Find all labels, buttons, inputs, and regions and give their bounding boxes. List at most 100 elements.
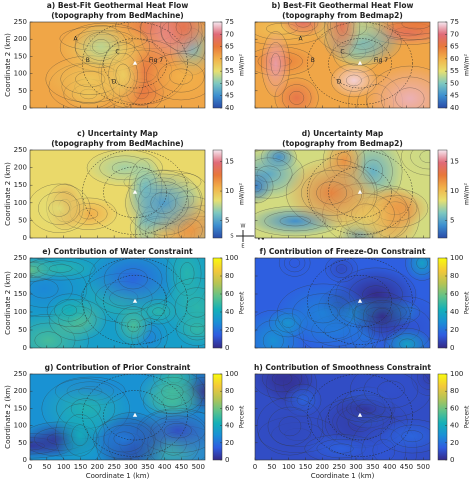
contour-line (416, 258, 428, 270)
y-tick-label: 0 (23, 456, 27, 464)
y-axis-label: Coordinate 2 (km) (4, 162, 12, 226)
contour-line (61, 304, 77, 316)
colorbar-tick-label: 45 (225, 92, 234, 100)
plot-frame (254, 257, 431, 349)
panel: c) Uncertainty Map(topography from BedMa… (4, 129, 246, 242)
panel: f) Contribution of Freeze-On Constraint 0… (254, 247, 471, 352)
panel: h) Contribution of Smoothness Constraint… (253, 363, 471, 479)
plot-frame (29, 257, 206, 349)
colorbar (437, 21, 448, 109)
contour-field (255, 374, 430, 460)
colorbar-tick-label: 40 (225, 308, 234, 316)
colorbar-tick-label: 15 (225, 158, 234, 166)
colorbar-tick-label: 100 (450, 254, 463, 262)
colorbar-tick-label: 5 (450, 216, 454, 224)
panel-title: f) Contribution of Freeze-On Constraint (260, 247, 426, 256)
x-tick-label: 450 (400, 463, 413, 471)
reference-circle (82, 258, 188, 345)
contour-line (330, 260, 353, 278)
x-tick-label: 350 (366, 463, 379, 471)
colorbar-tick-label: 55 (225, 67, 234, 75)
y-tick-label: 100 (14, 199, 27, 207)
colorbar-tick-label: 100 (225, 370, 238, 378)
contour-line (92, 418, 156, 460)
colorbar-tick-label: 75 (225, 18, 234, 26)
y-tick-label: 0 (23, 104, 27, 112)
field-blob (161, 275, 205, 339)
x-tick-label: 100 (282, 463, 295, 471)
contour-line (286, 158, 378, 228)
compass-label: W (241, 224, 246, 230)
contour-field (30, 150, 205, 238)
contour-line (30, 183, 91, 233)
x-tick-label: 150 (74, 463, 87, 471)
panel-title: a) Best-Fit Geothermal Heat Flow (47, 1, 189, 10)
colorbar-tick-label: 20 (450, 326, 459, 334)
colorbar-tick-label: 60 (225, 55, 234, 63)
contour-line (169, 68, 193, 85)
y-tick-label: 0 (23, 234, 27, 242)
colorbar-tick-label: 10 (450, 187, 459, 195)
colorbar-tick-label: 60 (225, 404, 234, 412)
contour-line (325, 258, 358, 283)
annotation: A (298, 36, 303, 43)
reference-circle (82, 22, 188, 105)
colorbar (437, 373, 448, 461)
x-tick-label: 450 (175, 463, 188, 471)
contour-line (157, 60, 205, 93)
colorbar-tick-label: 50 (225, 79, 234, 87)
contour-line (48, 199, 70, 217)
contour-line (363, 300, 402, 333)
contour-line (46, 293, 92, 327)
contour-line (267, 406, 313, 446)
contour-line (390, 424, 430, 448)
colorbar-tick-label: 60 (450, 404, 459, 412)
colorbar-label: Percent (239, 291, 246, 314)
reference-circle (82, 150, 188, 235)
x-tick-label: 250 (332, 463, 345, 471)
contour-line (34, 331, 62, 348)
site-marker (132, 298, 138, 303)
colorbar-tick-label: 40 (450, 104, 459, 112)
colorbar (212, 373, 223, 461)
reference-circle (328, 166, 392, 218)
contour-line (262, 374, 303, 393)
x-tick-label: 350 (141, 463, 154, 471)
contour-line (338, 69, 370, 92)
contour-line (399, 338, 416, 348)
contour-line (324, 22, 361, 58)
contour-line (278, 416, 302, 437)
contour-line (255, 180, 262, 193)
field-blob (139, 298, 177, 325)
colorbar-tick-label: 20 (225, 326, 234, 334)
contour-line (92, 39, 110, 54)
panel: d) Uncertainty Map(topography from Bedma… (254, 129, 471, 239)
y-tick-label: 250 (14, 18, 27, 26)
field-blob (378, 418, 430, 455)
contour-line (346, 74, 362, 87)
contour-line (405, 258, 430, 281)
field-blob (30, 258, 98, 281)
annotation: B (311, 57, 315, 64)
contour-line (103, 258, 163, 300)
colorbar-tick-label: 80 (450, 272, 459, 280)
x-tick-label: 500 (417, 463, 430, 471)
reference-circle (103, 275, 167, 328)
contour-line (330, 22, 355, 47)
reference-circle (328, 275, 392, 328)
colorbar-tick-label: 50 (450, 79, 459, 87)
contour-line (278, 258, 311, 277)
colorbar-tick-label: 10 (225, 187, 234, 195)
contour-line (410, 258, 430, 275)
contour-line (108, 52, 138, 97)
plot-frame (29, 21, 206, 109)
y-tick-label: 150 (14, 290, 27, 298)
y-tick-label: 200 (14, 164, 27, 172)
colorbar-label: mW/m² (464, 182, 471, 205)
contour-line (146, 303, 171, 321)
contour-field: A B C D Fig 7 (255, 22, 430, 108)
colorbar-tick-label: 40 (225, 104, 234, 112)
site-marker (132, 60, 138, 65)
contour-line (395, 87, 425, 108)
colorbar-tick-label: 60 (450, 55, 459, 63)
